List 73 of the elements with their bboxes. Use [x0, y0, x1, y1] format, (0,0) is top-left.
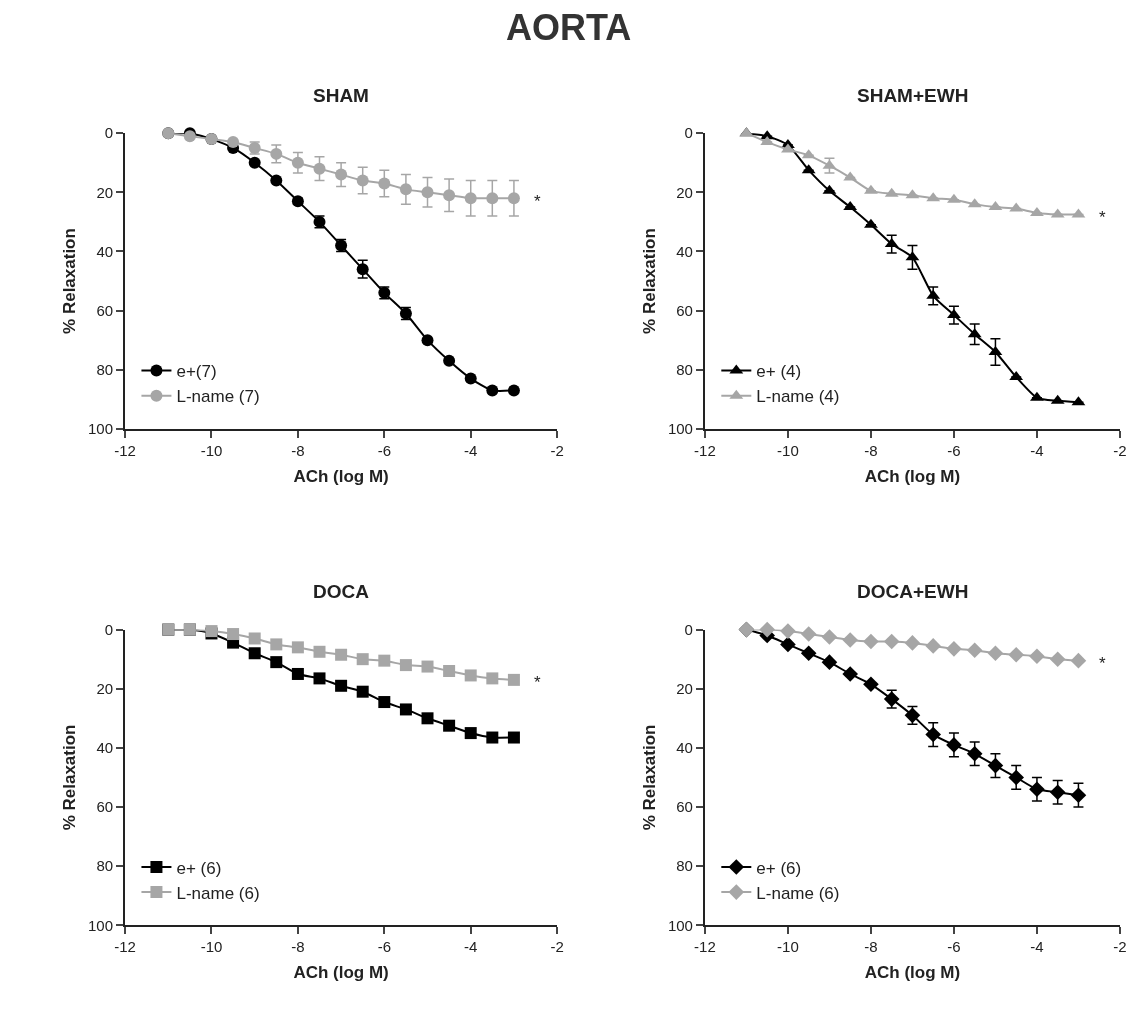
y-tick-label: 0: [684, 124, 693, 142]
y-tick-label: 100: [667, 916, 693, 934]
y-tick-label: 40: [676, 242, 693, 260]
chart-title: DOCA+EWH: [857, 581, 969, 602]
annotation: *: [534, 192, 541, 211]
x-tick-label: -6: [377, 938, 391, 956]
legend-label: L-name (7): [176, 387, 260, 407]
y-tick-label: 100: [88, 420, 114, 438]
x-axis-title: ACh (log M): [293, 466, 389, 486]
y-tick-label: 80: [676, 360, 693, 378]
y-tick-label: 80: [96, 857, 114, 875]
y-tick-label: 0: [104, 620, 114, 638]
y-tick-label: 60: [676, 301, 693, 319]
y-tick-label: 60: [676, 798, 693, 816]
y-tick-label: 20: [96, 680, 114, 697]
x-tick-label: -12: [114, 441, 136, 459]
x-tick-label: -12: [694, 441, 716, 459]
y-tick-label: 100: [667, 420, 693, 438]
chart-title: SHAM: [313, 85, 369, 106]
legend-label: e+ (4): [756, 362, 802, 382]
x-tick-label: -12: [114, 938, 136, 956]
y-tick-label: 20: [96, 183, 114, 201]
x-tick-label: -4: [464, 938, 478, 956]
y-tick-label: 60: [96, 798, 114, 816]
y-axis-title: % Relaxation: [60, 724, 80, 831]
y-tick-label: 80: [676, 857, 693, 875]
y-tick-label: 0: [104, 124, 114, 142]
chart-title: DOCA: [313, 581, 370, 602]
text: AORTA: [506, 7, 632, 48]
x-tick-label: -6: [947, 938, 961, 956]
legend-label: e+ (6): [756, 858, 802, 878]
y-tick-label: 100: [88, 916, 114, 934]
y-tick-label: 20: [676, 680, 693, 697]
y-axis-title: % Relaxation: [639, 228, 659, 334]
x-tick-label: -6: [377, 441, 391, 459]
x-tick-label: -4: [1030, 938, 1044, 956]
x-tick-label: -8: [864, 441, 878, 459]
y-tick-label: 20: [676, 183, 693, 201]
annotation: *: [1099, 208, 1106, 227]
x-tick-label: -8: [291, 938, 305, 956]
legend-label: L-name (6): [756, 883, 840, 903]
x-tick-label: -12: [694, 938, 716, 956]
y-tick-label: 80: [96, 360, 114, 378]
y-tick-label: 40: [96, 739, 114, 757]
legend-label: L-name (6): [176, 883, 260, 903]
x-tick-label: -10: [200, 938, 223, 956]
x-axis-title: ACh (log M): [864, 963, 961, 983]
annotation: *: [1099, 654, 1106, 673]
x-axis-title: ACh (log M): [293, 963, 389, 983]
y-axis-title: % Relaxation: [60, 228, 80, 334]
annotation: *: [534, 673, 541, 692]
y-tick-label: 40: [676, 739, 693, 757]
x-tick-label: -4: [1030, 441, 1044, 459]
x-axis-title: ACh (log M): [864, 466, 961, 486]
legend-label: L-name (4): [756, 387, 840, 407]
x-tick-label: -10: [777, 441, 799, 459]
x-tick-label: -2: [550, 441, 564, 459]
y-axis-title: % Relaxation: [639, 724, 659, 831]
x-tick-label: -8: [291, 441, 305, 459]
x-tick-label: -4: [464, 441, 478, 459]
x-tick-label: -2: [1113, 441, 1127, 459]
y-tick-label: 0: [684, 620, 693, 638]
x-tick-label: -2: [1113, 938, 1127, 956]
x-tick-label: -10: [777, 938, 799, 956]
y-tick-label: 60: [96, 301, 114, 319]
x-tick-label: -10: [200, 441, 223, 459]
legend-label: e+(7): [176, 362, 217, 382]
x-tick-label: -2: [550, 938, 564, 956]
chart-title: SHAM+EWH: [857, 85, 969, 106]
y-tick-label: 40: [96, 242, 114, 260]
legend-label: e+ (6): [176, 858, 222, 878]
x-tick-label: -6: [947, 441, 961, 459]
x-tick-label: -8: [864, 938, 878, 956]
